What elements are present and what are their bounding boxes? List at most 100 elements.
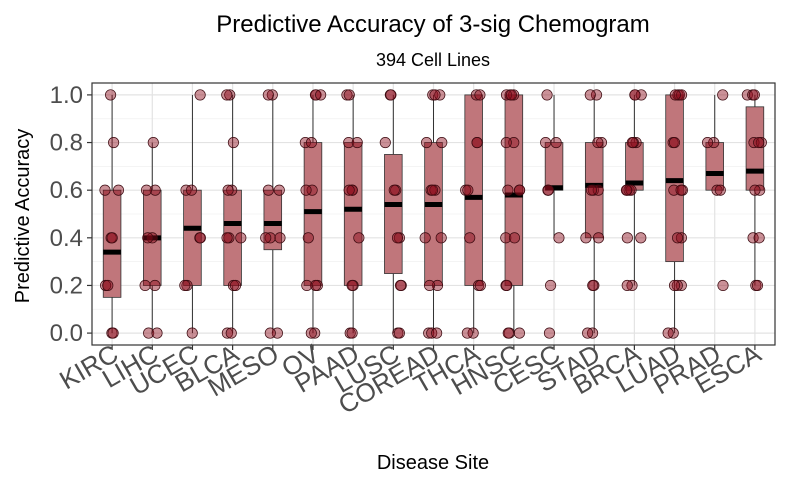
data-point — [388, 184, 400, 196]
data-point — [625, 184, 637, 196]
data-point — [262, 89, 274, 101]
data-point — [315, 89, 327, 101]
data-point — [429, 184, 441, 196]
data-point — [346, 279, 358, 292]
y-tick-label: 0.0 — [50, 320, 83, 347]
plot-area — [91, 82, 776, 346]
data-point — [621, 279, 633, 292]
data-point — [226, 184, 238, 196]
data-point — [306, 184, 318, 196]
data-point — [753, 232, 765, 244]
data-point — [264, 232, 276, 244]
data-point — [140, 184, 153, 196]
data-point — [635, 89, 647, 101]
data-point — [235, 232, 247, 244]
data-point — [102, 279, 114, 292]
data-point — [749, 184, 761, 196]
data-point — [580, 232, 592, 244]
box — [384, 154, 403, 274]
data-point — [462, 184, 474, 196]
data-point — [185, 184, 198, 196]
data-point — [587, 279, 599, 292]
data-point — [514, 184, 526, 196]
data-point — [635, 232, 647, 244]
data-point — [434, 89, 446, 101]
data-point — [672, 232, 684, 244]
data-point — [513, 327, 525, 339]
box-layer — [102, 94, 765, 334]
data-point — [108, 136, 120, 149]
data-point — [541, 89, 553, 101]
data-point — [186, 327, 198, 339]
data-point — [592, 136, 604, 149]
data-point — [591, 89, 603, 101]
data-point — [299, 136, 311, 149]
data-point — [264, 327, 276, 339]
data-point — [621, 232, 633, 244]
data-point — [351, 136, 363, 149]
data-point — [353, 232, 365, 244]
data-point — [676, 89, 688, 101]
data-point — [221, 89, 233, 101]
data-point — [501, 279, 513, 292]
data-point — [343, 89, 355, 101]
box — [424, 142, 443, 286]
data-point — [505, 89, 517, 101]
data-point — [630, 136, 642, 149]
data-point — [107, 327, 119, 339]
data-point — [341, 89, 353, 101]
data-point — [421, 136, 433, 149]
data-point — [99, 184, 111, 196]
data-point — [194, 232, 206, 244]
data-point — [502, 327, 514, 339]
data-point — [502, 184, 514, 196]
box — [544, 142, 564, 191]
data-point — [301, 279, 313, 292]
box — [263, 189, 283, 251]
data-point — [149, 184, 161, 196]
data-point — [751, 279, 764, 292]
data-point — [305, 327, 317, 339]
data-point — [714, 184, 726, 196]
data-point — [675, 184, 687, 196]
data-point — [423, 327, 435, 339]
data-point — [343, 136, 355, 149]
data-point — [385, 89, 397, 101]
data-point — [224, 89, 236, 101]
data-point — [467, 327, 479, 339]
data-point — [592, 232, 605, 244]
data-point — [550, 136, 562, 149]
data-point — [302, 232, 314, 244]
box — [705, 142, 724, 191]
data-point — [508, 232, 521, 244]
data-point — [393, 327, 405, 339]
data-point — [435, 232, 447, 244]
data-point — [668, 279, 681, 292]
data-point — [419, 232, 431, 244]
data-point — [179, 279, 191, 292]
data-point — [424, 279, 436, 292]
data-point — [542, 184, 554, 196]
data-point — [262, 184, 274, 196]
data-point — [429, 89, 441, 101]
data-point — [305, 136, 318, 149]
data-point — [629, 89, 641, 101]
y-tick-label: 0.6 — [50, 177, 83, 204]
y-tick-label: 0.8 — [50, 130, 83, 157]
data-point — [708, 136, 720, 149]
data-point — [675, 232, 687, 244]
y-tick-label: 1.0 — [50, 82, 83, 109]
data-point — [474, 279, 486, 292]
data-point — [346, 184, 358, 196]
data-point — [755, 136, 767, 149]
data-point — [112, 184, 125, 196]
data-point — [343, 184, 355, 196]
data-point — [753, 136, 765, 149]
data-point — [266, 89, 278, 101]
data-point — [309, 327, 321, 339]
data-point — [225, 327, 237, 339]
box — [343, 142, 363, 286]
data-point — [748, 89, 760, 101]
data-point — [669, 89, 681, 101]
data-point — [391, 232, 404, 244]
